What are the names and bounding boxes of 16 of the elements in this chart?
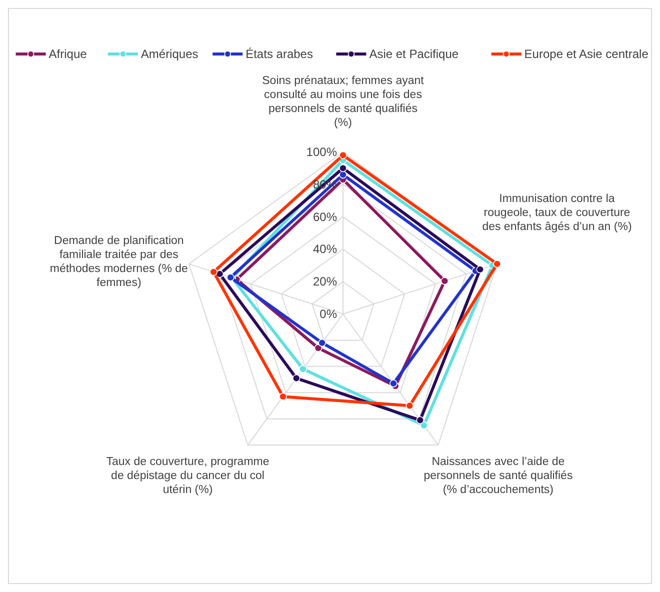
- y-tick-label: 40%: [312, 242, 338, 256]
- spoke-label: Soins prénataux; femmes ayant consulté au moins une fois des personnels de santé qualifiés (%): [262, 75, 425, 129]
- spoke-label: Taux de couverture, programme de dépistage du cancer du col utérin (%): [106, 456, 270, 496]
- legend-label: Amériques: [140, 47, 198, 61]
- spoke-label: Immunisation contre la rougeole, taux de couverture des enfants âgés d’un an (%): [482, 192, 632, 233]
- y-tick-label: 20%: [312, 274, 338, 289]
- spoke-label: Demande de planification familiale traitée par des méthodes modernes (% de femmes): [50, 234, 188, 289]
- legend-label: États arabes: [246, 47, 313, 61]
- legend-label: Europe et Asie centrale: [524, 47, 649, 61]
- y-tick-label: 80%: [312, 177, 338, 192]
- spoke-label: Naissances avec l’aide de personnels de santé qualifiés (% d’accouchements): [424, 456, 573, 496]
- y-tick-label: 60%: [312, 210, 338, 224]
- legend-label: Asie et Pacifique: [369, 47, 459, 61]
- y-tick-label: 0%: [320, 307, 338, 321]
- legend-label: Afrique: [48, 47, 88, 61]
- y-tick-label: 100%: [306, 145, 338, 159]
